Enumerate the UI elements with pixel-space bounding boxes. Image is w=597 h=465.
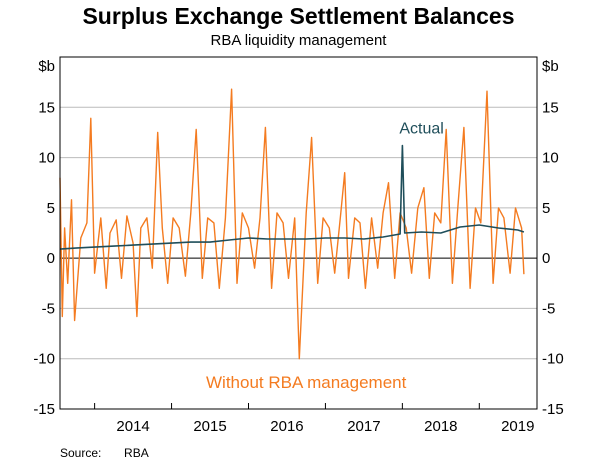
annotation-label: Without RBA management bbox=[206, 373, 407, 392]
x-tick-label: 2017 bbox=[347, 418, 380, 435]
annotation-label: Actual bbox=[399, 120, 443, 137]
y-axis-right: -15 -10 -5 0 5 10 15 bbox=[542, 99, 564, 418]
series-without-rba bbox=[59, 88, 525, 360]
x-tick-label: 2018 bbox=[424, 418, 457, 435]
y-axis-unit-right: $b bbox=[542, 58, 559, 75]
x-axis: 2014 2015 2016 2017 2018 2019 bbox=[94, 403, 534, 435]
series-line bbox=[59, 144, 525, 250]
y-tick-label-left: 10 bbox=[38, 150, 55, 167]
y-tick-label-right: 10 bbox=[542, 150, 559, 167]
annotations: Actual Without RBA management bbox=[206, 120, 444, 391]
y-tick-label-left: -5 bbox=[42, 300, 55, 317]
series-line bbox=[59, 88, 525, 360]
chart-subtitle: RBA liquidity management bbox=[210, 32, 387, 49]
y-tick-label-right: -15 bbox=[542, 401, 564, 418]
x-tick-label: 2015 bbox=[193, 418, 226, 435]
series-actual bbox=[59, 144, 525, 250]
x-tick-label: 2019 bbox=[501, 418, 534, 435]
source-label: Source: bbox=[60, 446, 102, 460]
y-tick-label-right: -10 bbox=[542, 351, 564, 368]
y-tick-label-left: 15 bbox=[38, 99, 55, 116]
chart-title: Surplus Exchange Settlement Balances bbox=[82, 3, 515, 29]
y-tick-label-left: -15 bbox=[33, 401, 55, 418]
y-tick-label-left: 5 bbox=[47, 200, 55, 217]
y-tick-label-left: -10 bbox=[33, 351, 55, 368]
x-tick-label: 2014 bbox=[116, 418, 149, 435]
y-tick-label-right: 5 bbox=[542, 200, 550, 217]
y-tick-label-right: 15 bbox=[542, 99, 559, 116]
source-note: Source: RBA bbox=[60, 446, 149, 460]
source-value: RBA bbox=[124, 446, 149, 460]
y-axis-left: -15 -10 -5 0 5 10 15 bbox=[33, 99, 55, 418]
y-axis-unit-left: $b bbox=[38, 58, 55, 75]
y-tick-label-right: -5 bbox=[542, 300, 555, 317]
plot-frame bbox=[59, 56, 538, 410]
y-tick-label-left: 0 bbox=[47, 250, 55, 267]
x-tick-label: 2016 bbox=[270, 418, 303, 435]
y-tick-label-right: 0 bbox=[542, 250, 550, 267]
